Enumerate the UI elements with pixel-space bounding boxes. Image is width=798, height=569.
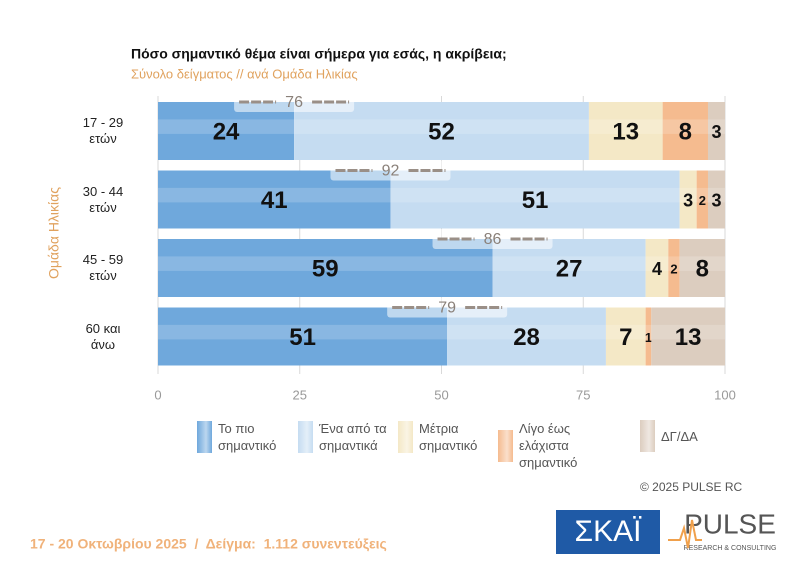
bar-shine <box>294 119 589 134</box>
chart-subtitle: Σύνολο δείγματος // ανά Ομάδα Ηλικίας <box>131 66 358 81</box>
legend-swatch <box>298 421 313 453</box>
bar-shine <box>645 256 669 271</box>
value-label: 2 <box>699 193 706 208</box>
x-tick-label: 100 <box>714 387 736 402</box>
logo-right: PULSE <box>684 508 776 539</box>
legend-item: ΔΓ/ΔΑ <box>640 420 710 452</box>
bar-shine <box>707 187 725 203</box>
bar-segment <box>645 239 669 297</box>
bar-segment <box>588 102 663 160</box>
value-label: 27 <box>556 255 583 282</box>
bar-segment <box>651 307 725 366</box>
legend-label: Λίγο έως ελάχιστα σημαντικό <box>519 421 578 470</box>
bar-segment <box>679 239 725 297</box>
bar-shine <box>492 256 646 271</box>
value-label: 24 <box>213 118 240 145</box>
legend-swatch <box>498 429 513 462</box>
value-label: 4 <box>652 259 662 279</box>
total-label: 86 <box>484 231 502 248</box>
value-label: 51 <box>289 324 316 351</box>
bar-shine <box>651 324 725 340</box>
category-label: 60 και άνω <box>85 320 121 352</box>
value-label: 1 <box>645 330 652 345</box>
bar-shine <box>158 119 295 134</box>
category-label: 45 - 59 ετών <box>82 252 124 283</box>
bar-shine <box>588 119 663 134</box>
footer: 17 - 20 Οκτωβρίου 2025 / Δείγμα: 1.112 σ… <box>30 536 387 552</box>
bar-segment <box>605 307 646 366</box>
value-label: 41 <box>261 187 288 214</box>
total-label: 76 <box>285 94 303 111</box>
bar-shine <box>668 256 680 271</box>
value-label: 3 <box>711 190 721 210</box>
value-label: 3 <box>711 122 721 142</box>
bar-shine <box>679 256 725 271</box>
bar-segment <box>696 170 708 229</box>
bar-shine <box>696 187 708 203</box>
category-label: 30 - 44 ετών <box>82 183 124 215</box>
bar-segment <box>679 170 697 229</box>
legend-label: Το πιο σημαντικό <box>218 421 277 453</box>
bar-segment <box>707 102 725 160</box>
category-label: 17 - 29 ετών <box>82 115 124 146</box>
total-box <box>387 297 508 318</box>
legend-item: Το πιο σημαντικό <box>197 420 297 454</box>
value-label: 13 <box>675 324 702 351</box>
bar-shine <box>707 119 725 134</box>
x-tick-label: 75 <box>576 387 590 402</box>
logo-right-sub: RESEARCH & CONSULTING <box>684 545 777 552</box>
value-label: 8 <box>696 255 709 282</box>
value-label: 28 <box>513 324 540 351</box>
bar-shine <box>447 324 606 340</box>
chart-title: Πόσο σημαντικό θέμα είναι σήμερα για εσά… <box>131 46 507 62</box>
bar-shine <box>390 187 680 203</box>
bar-shine <box>679 187 697 203</box>
value-label: 13 <box>612 118 639 145</box>
bar-shine <box>158 187 391 203</box>
value-label: 3 <box>683 190 693 210</box>
bar-segment <box>668 239 680 297</box>
bar-segment <box>662 102 708 160</box>
bar-shine <box>605 324 646 340</box>
legend-label: Ένα από τα σημαντικά <box>319 421 387 453</box>
y-axis-label: Ομάδα Ηλικίας <box>46 187 62 279</box>
total-label: 79 <box>438 300 456 317</box>
legend-swatch <box>398 421 413 453</box>
legend-swatch <box>640 420 655 452</box>
legend-item: Μέτρια σημαντικό <box>398 420 498 454</box>
legend-label: ΔΓ/ΔΑ <box>661 428 698 444</box>
x-tick-label: 0 <box>154 387 161 402</box>
bar-segment <box>707 170 725 229</box>
legend-item: Λίγο έως ελάχιστα σημαντικό <box>498 420 598 471</box>
legend-label: Μέτρια σημαντικό <box>419 421 478 453</box>
logo-box <box>556 510 660 554</box>
total-box <box>432 229 553 249</box>
bar-shine <box>645 324 652 340</box>
legend-swatch <box>197 421 212 453</box>
bar-shine <box>158 256 493 271</box>
value-label: 52 <box>428 118 455 145</box>
value-label: 51 <box>522 187 549 214</box>
bar-segment <box>645 307 652 366</box>
value-label: 59 <box>312 255 339 282</box>
bar-shine <box>662 119 708 134</box>
value-label: 2 <box>670 261 677 276</box>
x-tick-label: 25 <box>293 387 307 402</box>
value-label: 8 <box>679 118 692 145</box>
legend-item: Ένα από τα σημαντικά <box>298 420 398 454</box>
logo-left: ΣΚΑΪ <box>575 515 643 548</box>
copyright: © 2025 PULSE RC <box>640 480 743 494</box>
bar-shine <box>158 324 448 340</box>
x-tick-label: 50 <box>434 387 448 402</box>
logo-pulse-line <box>668 519 702 549</box>
value-label: 7 <box>619 324 632 351</box>
total-box <box>330 160 451 181</box>
total-label: 92 <box>382 163 400 180</box>
total-box <box>234 92 355 112</box>
